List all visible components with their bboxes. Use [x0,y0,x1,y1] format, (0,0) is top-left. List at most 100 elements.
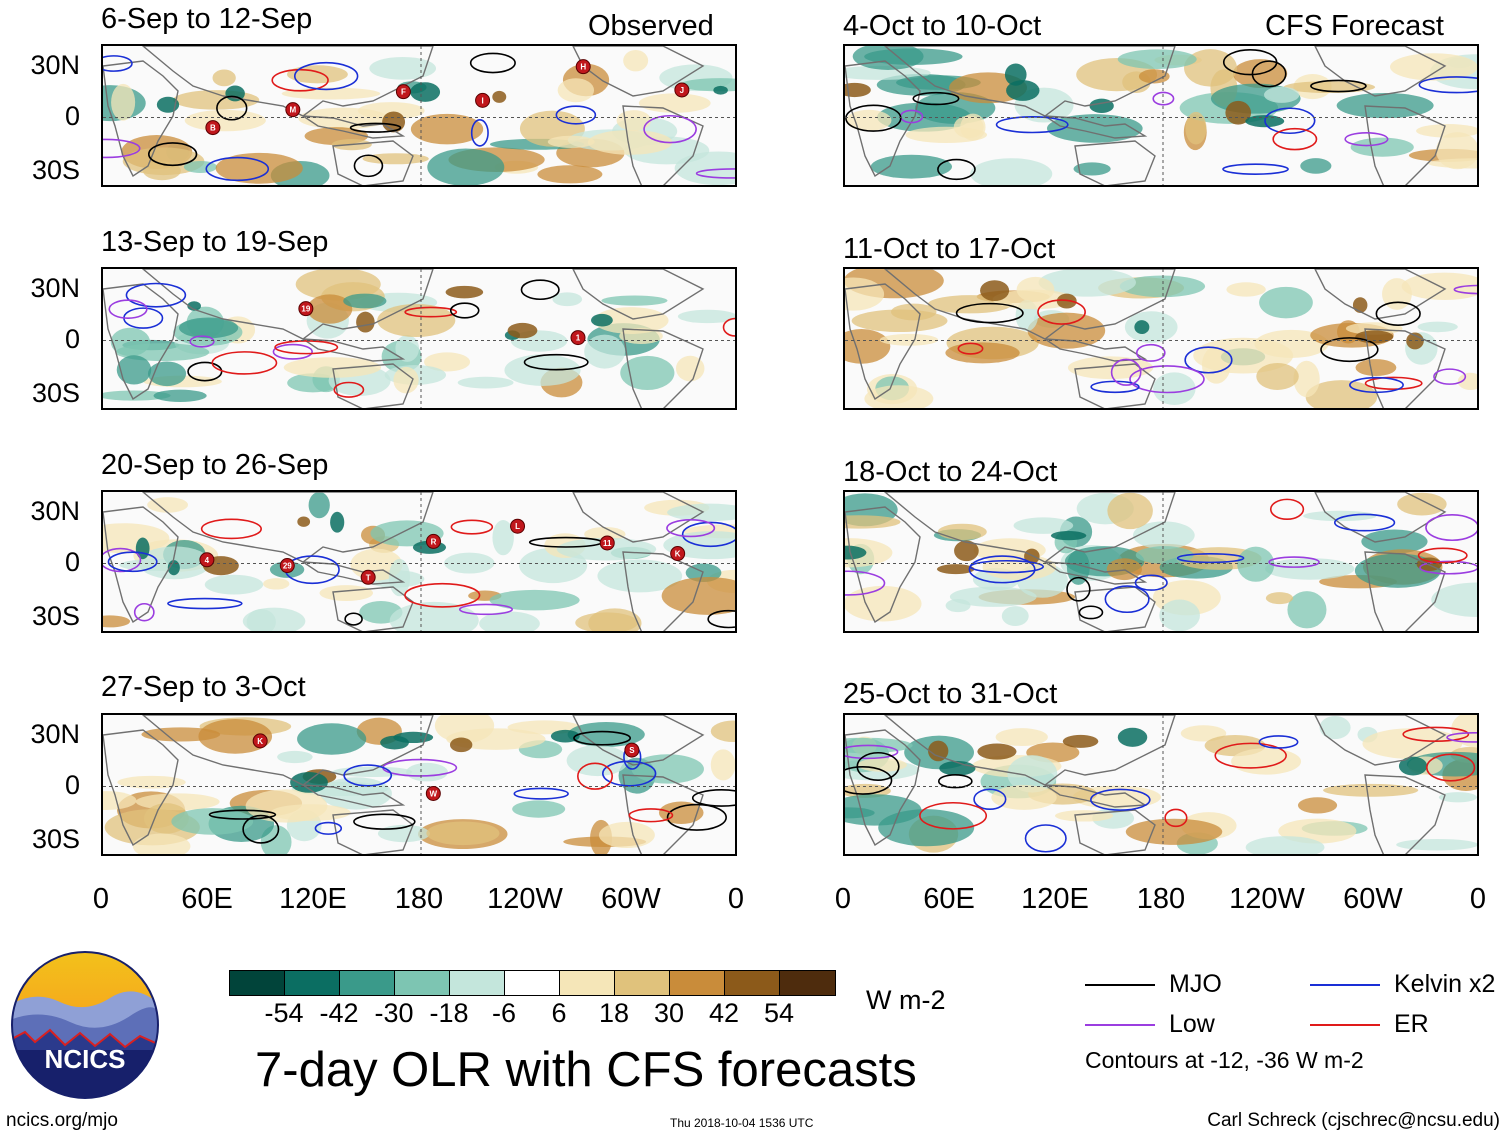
storm-marker: 29 [279,558,295,574]
colorbar-swatch [560,971,615,995]
svg-text:H: H [580,63,586,72]
lon-label: 60E [923,883,975,915]
colorbar-swatch [615,971,670,995]
colorbar-swatch [450,971,505,995]
svg-text:19: 19 [301,305,310,314]
colorbar-swatch [285,971,340,995]
colorbar-swatch [230,971,285,995]
lon-label: 180 [1136,883,1186,915]
contours-note: Contours at -12, -36 W m-2 [1085,1047,1364,1073]
colorbar-swatch [340,971,395,995]
legend-line-kelvin [1310,983,1380,986]
lat-label-30s: 30S [31,155,80,185]
svg-text:K: K [675,550,681,559]
storm-marker: 19 [298,301,314,317]
storm-marker: W [425,785,441,801]
storm-marker: I [475,92,491,108]
lon-label: 0 [834,883,852,915]
observed-panel-3-map: 4 29 T R L 11 K [101,490,737,633]
observed-panel-4-map: K W S [101,713,737,856]
storm-marker: R [425,533,441,549]
lat-label-30n: 30N [30,50,80,80]
storm-marker: T [360,569,376,585]
svg-text:S: S [629,746,635,755]
lat-label-30n: 30N [30,719,80,749]
forecast-panel-2-map [843,267,1479,410]
colorbar-swatch [505,971,560,995]
lon-label: 180 [394,883,444,915]
storm-marker: M [285,102,301,118]
colorbar-swatch [670,971,725,995]
lat-label-30s: 30S [31,378,80,408]
observed-label: Observed [588,10,714,42]
forecast-panel-1-map [843,44,1479,187]
lon-label: 0 [92,883,110,915]
observed-panel-2-map: 19 1 [101,267,737,410]
colorbar-ticks: -54 -42 -30 -18 -6 6 18 30 42 54 [229,998,834,1028]
olr-colorbar [229,970,836,996]
legend-line-er [1310,1023,1380,1026]
lon-label: 0 [1469,883,1487,915]
svg-text:11: 11 [603,539,612,548]
lon-label: 60W [1343,883,1403,915]
lon-label: 0 [727,883,745,915]
storm-marker: J [674,82,690,98]
footer-timestamp: Thu 2018-10-04 1536 UTC [670,1116,814,1130]
storm-marker: 1 [570,330,586,346]
legend-label-mjo: MJO [1169,970,1222,998]
colorbar-swatch [725,971,780,995]
lat-label-eq: 0 [64,547,80,577]
svg-text:29: 29 [283,562,292,571]
svg-text:K: K [257,737,263,746]
observed-panel-1-title: 6-Sep to 12-Sep [101,3,313,35]
forecast-panel-2-title: 11-Oct to 17-Oct [843,233,1056,265]
observed-panel-2-title: 13-Sep to 19-Sep [101,226,329,258]
legend-item-mjo: MJO [1085,970,1222,999]
cfs-forecast-label: CFS Forecast [1265,10,1444,42]
legend-line-mjo [1085,983,1155,986]
svg-text:W: W [430,789,438,798]
lon-label: 120W [487,883,563,915]
main-title: 7-day OLR with CFS forecasts [255,1043,917,1097]
forecast-panel-1-title: 4-Oct to 10-Oct [843,10,1042,42]
storm-marker: 11 [599,535,615,551]
legend-item-kelvin: Kelvin x2 [1310,970,1495,999]
colorbar-tick: -6 [491,998,517,1028]
forecast-panel-3-title: 18-Oct to 24-Oct [843,456,1058,488]
colorbar-swatch [780,971,835,995]
svg-text:I: I [481,96,483,105]
lat-label-30n: 30N [30,273,80,303]
storm-marker: S [624,742,640,758]
legend-label-kelvin: Kelvin x2 [1394,970,1496,998]
storm-marker: K [670,546,686,562]
lon-label: 120W [1229,883,1305,915]
colorbar-tick: -42 [319,998,359,1028]
colorbar-tick: 54 [763,998,795,1028]
colorbar-tick: 30 [653,998,685,1028]
forecast-panel-3-map [843,490,1479,633]
footer-url-link[interactable]: ncics.org/mjo [6,1110,118,1131]
svg-text:B: B [210,124,216,133]
lat-label-eq: 0 [64,101,80,131]
observed-panel-3-title: 20-Sep to 26-Sep [101,449,329,481]
ncics-logo[interactable]: NCICS [10,950,160,1100]
colorbar-tick: -30 [374,998,414,1028]
lat-label-30s: 30S [31,824,80,854]
colorbar-units: W m-2 [866,985,946,1015]
colorbar-tick: -18 [429,998,469,1028]
colorbar-swatch [395,971,450,995]
colorbar-tick: 18 [598,998,630,1028]
lat-label-eq: 0 [64,324,80,354]
storm-marker: H [575,59,591,75]
forecast-panel-4-map [843,713,1479,856]
svg-text:L: L [515,522,520,531]
legend-item-er: ER [1310,1010,1429,1039]
svg-text:4: 4 [205,556,210,565]
ncics-logo-text: NCICS [45,1044,126,1074]
svg-text:F: F [401,88,406,97]
lon-label: 60E [181,883,233,915]
storm-marker: B [205,120,221,136]
legend-line-low [1085,1023,1155,1026]
legend-item-low: Low [1085,1010,1215,1039]
colorbar-tick: -54 [264,998,304,1028]
